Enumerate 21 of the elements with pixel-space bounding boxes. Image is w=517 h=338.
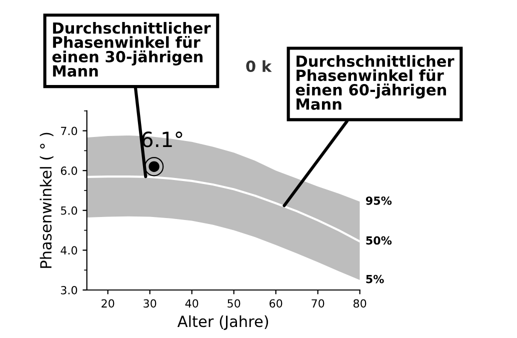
- data-label: 6.1°: [142, 132, 182, 148]
- y-tick-label: 5.0: [61, 206, 78, 215]
- x-tick-label: 20: [102, 299, 114, 308]
- annotation: Durchschnittlicher Phasenwinkel für einen 30-jährigen Mann: [52, 22, 211, 77]
- y-tick-label: 3.0: [61, 286, 78, 294]
- y-tick-label: 6.0: [60, 166, 78, 175]
- x-tick-label: 80: [354, 299, 366, 308]
- x-tick-label: 70: [312, 299, 324, 308]
- annotation: 5%: [366, 274, 384, 284]
- annotation: Durchschnittlicher Phasenwinkel für einen 60-jährigen Mann: [296, 55, 454, 110]
- x-tick-label: 60: [270, 299, 282, 308]
- y-axis-title: Phasenwinkel ( ° ): [40, 132, 54, 268]
- x-tick-label: 30: [144, 299, 156, 308]
- annotation: 95%: [366, 196, 392, 205]
- y-tick-label: 7.0: [61, 126, 78, 136]
- x-axis-title: Alter (Jahre): [177, 315, 268, 330]
- x-tick-label: 50: [228, 299, 240, 308]
- y-tick-label: 4.0: [60, 246, 78, 255]
- annotation: 50%: [366, 236, 392, 245]
- chart-title: 0 k: [246, 60, 272, 72]
- x-tick-label: 40: [185, 299, 198, 308]
